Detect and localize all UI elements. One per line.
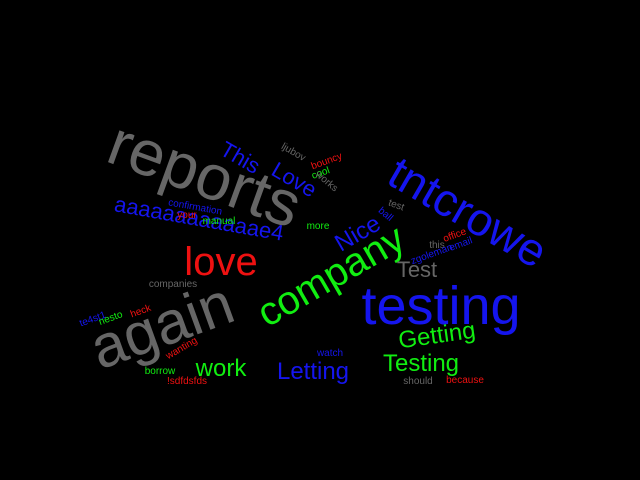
- word-test-upper[interactable]: Test: [396, 257, 438, 282]
- word-work[interactable]: work: [195, 355, 247, 382]
- word-testing[interactable]: testing: [361, 276, 521, 336]
- word-testing-upper[interactable]: Testing: [382, 350, 460, 377]
- word-borrow[interactable]: borrow: [144, 366, 176, 377]
- word-this-lower[interactable]: this: [429, 240, 445, 251]
- word-letting[interactable]: Letting: [276, 358, 350, 385]
- word-more[interactable]: more: [306, 221, 330, 232]
- word-sdfdsfds[interactable]: !sdfdsfds: [166, 376, 208, 387]
- word-should[interactable]: should: [403, 376, 433, 387]
- word-your[interactable]: your: [177, 210, 197, 221]
- word-manual[interactable]: manual: [202, 216, 236, 227]
- word-companies[interactable]: companies: [148, 279, 198, 290]
- word-watch[interactable]: watch: [316, 348, 344, 359]
- word-love-lower[interactable]: love: [184, 240, 258, 284]
- word-because[interactable]: because: [446, 375, 484, 386]
